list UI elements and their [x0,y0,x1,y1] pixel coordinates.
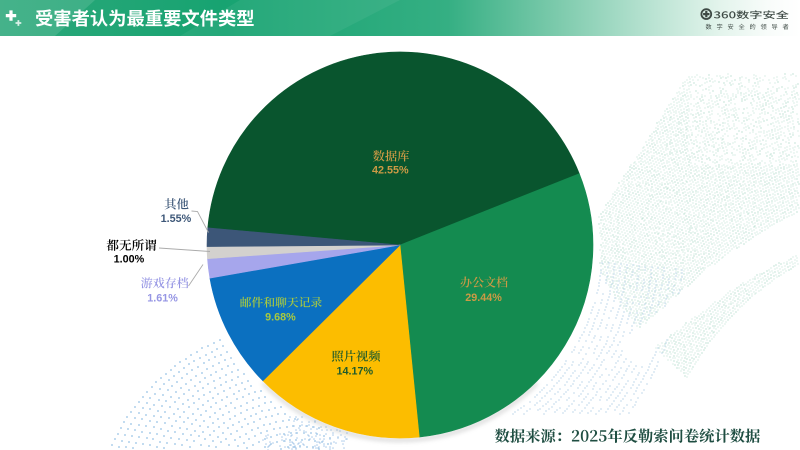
svg-text:1.55%: 1.55% [161,213,192,225]
svg-text:29.44%: 29.44% [465,292,502,304]
svg-text:42.55%: 42.55% [372,165,409,177]
svg-text:1.61%: 1.61% [147,293,178,305]
svg-text:14.17%: 14.17% [336,366,373,378]
svg-text:9.68%: 9.68% [265,311,296,323]
svg-text:1.00%: 1.00% [114,254,145,266]
